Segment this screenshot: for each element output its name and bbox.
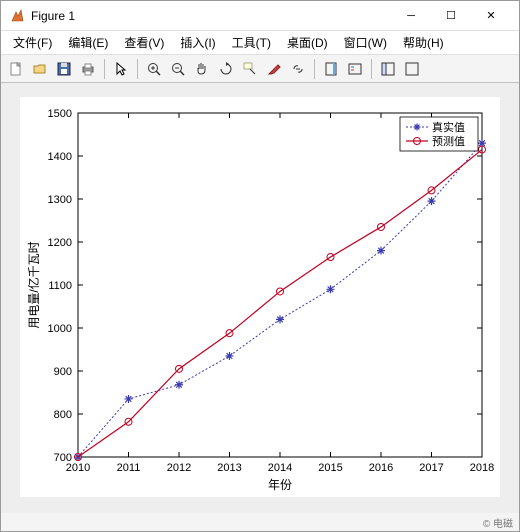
menu-help[interactable]: 帮助(H) <box>395 34 452 51</box>
datacursor-icon[interactable] <box>239 58 261 80</box>
svg-text:2011: 2011 <box>117 462 141 474</box>
close-button[interactable]: ✕ <box>471 2 511 30</box>
svg-text:2018: 2018 <box>470 462 494 474</box>
colorbar-icon[interactable] <box>320 58 342 80</box>
legend-icon[interactable] <box>344 58 366 80</box>
svg-text:2014: 2014 <box>268 462 292 474</box>
svg-text:1500: 1500 <box>48 108 72 120</box>
toolbar-separator <box>371 59 372 79</box>
svg-text:年份: 年份 <box>268 478 292 492</box>
rotate-icon[interactable] <box>215 58 237 80</box>
svg-text:700: 700 <box>54 452 72 464</box>
menubar: 文件(F) 编辑(E) 查看(V) 插入(I) 工具(T) 桌面(D) 窗口(W… <box>1 31 519 55</box>
svg-text:真实值: 真实值 <box>432 120 465 134</box>
titlebar: Figure 1 ─ ☐ ✕ <box>1 1 519 31</box>
svg-text:1300: 1300 <box>48 194 72 206</box>
zoom-out-icon[interactable] <box>167 58 189 80</box>
toolbar <box>1 55 519 83</box>
link-icon[interactable] <box>287 58 309 80</box>
menu-insert[interactable]: 插入(I) <box>172 34 223 51</box>
pointer-icon[interactable] <box>110 58 132 80</box>
svg-text:800: 800 <box>54 409 72 421</box>
print-icon[interactable] <box>77 58 99 80</box>
minimize-button[interactable]: ─ <box>391 2 431 30</box>
maximize-button[interactable]: ☐ <box>431 2 471 30</box>
chart: 2010201120122013201420152016201720187008… <box>20 97 500 497</box>
pan-icon[interactable] <box>191 58 213 80</box>
menu-file[interactable]: 文件(F) <box>5 34 60 51</box>
svg-text:2016: 2016 <box>369 462 393 474</box>
brush-icon[interactable] <box>263 58 285 80</box>
svg-text:2015: 2015 <box>318 462 342 474</box>
save-icon[interactable] <box>53 58 75 80</box>
menu-tools[interactable]: 工具(T) <box>224 34 279 51</box>
menu-desktop[interactable]: 桌面(D) <box>279 34 336 51</box>
svg-text:900: 900 <box>54 366 72 378</box>
toolbar-separator <box>137 59 138 79</box>
menu-window[interactable]: 窗口(W) <box>336 34 395 51</box>
footer: © 电磁 <box>1 513 519 531</box>
svg-text:2013: 2013 <box>217 462 241 474</box>
watermark: © 电磁 <box>483 515 513 530</box>
matlab-icon <box>9 8 25 24</box>
svg-text:2017: 2017 <box>419 462 443 474</box>
svg-text:1100: 1100 <box>48 280 72 292</box>
open-icon[interactable] <box>29 58 51 80</box>
svg-text:预测值: 预测值 <box>432 135 465 148</box>
svg-text:1000: 1000 <box>48 323 72 335</box>
new-icon[interactable] <box>5 58 27 80</box>
layout2-icon[interactable] <box>401 58 423 80</box>
zoom-in-icon[interactable] <box>143 58 165 80</box>
svg-text:1400: 1400 <box>48 151 72 163</box>
layout1-icon[interactable] <box>377 58 399 80</box>
toolbar-separator <box>104 59 105 79</box>
figure-window: Figure 1 ─ ☐ ✕ 文件(F) 编辑(E) 查看(V) 插入(I) 工… <box>0 0 520 532</box>
svg-text:2012: 2012 <box>167 462 191 474</box>
plot-area: 2010201120122013201420152016201720187008… <box>1 83 519 513</box>
toolbar-separator <box>314 59 315 79</box>
menu-view[interactable]: 查看(V) <box>116 34 172 51</box>
svg-text:1200: 1200 <box>48 237 72 249</box>
menu-edit[interactable]: 编辑(E) <box>60 34 116 51</box>
svg-text:用电量/亿千瓦时: 用电量/亿千瓦时 <box>26 241 41 328</box>
window-title: Figure 1 <box>31 9 391 23</box>
